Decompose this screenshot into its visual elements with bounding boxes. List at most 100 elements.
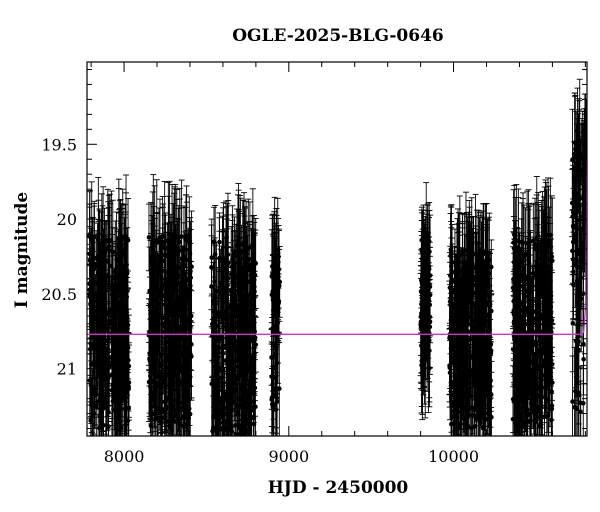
data-point [87, 234, 92, 239]
data-point [423, 269, 429, 274]
data-point [95, 345, 100, 351]
data-point [228, 302, 234, 307]
data-point [419, 362, 424, 368]
data-point [220, 351, 226, 356]
data-point [156, 260, 162, 266]
data-point [182, 374, 188, 379]
data-point [150, 247, 156, 253]
data-point [117, 360, 122, 366]
data-point [97, 350, 103, 355]
data-point [235, 320, 240, 326]
data-point [237, 432, 243, 436]
data-point [186, 341, 192, 346]
data-point [146, 235, 152, 240]
data-point [220, 256, 226, 262]
data-point [117, 272, 122, 277]
data-point [247, 416, 253, 422]
data-point [218, 280, 223, 286]
data-point [160, 329, 166, 335]
data-point [272, 255, 277, 261]
data-point [118, 242, 123, 247]
data-point [273, 323, 278, 329]
data-point [117, 417, 123, 423]
data-points-layer [87, 78, 587, 436]
data-point [98, 405, 104, 411]
data-point [105, 346, 111, 352]
data-point [179, 234, 184, 239]
data-point [151, 298, 156, 303]
data-point [187, 251, 193, 256]
data-point [100, 377, 106, 383]
data-point [419, 280, 425, 286]
data-point [241, 354, 247, 360]
data-point [162, 414, 168, 420]
data-point [147, 329, 152, 335]
data-point [164, 329, 169, 334]
data-point [90, 403, 95, 408]
chart-title: OGLE-2025-BLG-0646 [232, 26, 444, 46]
data-point [184, 278, 190, 283]
data-point [177, 239, 183, 245]
data-point [168, 374, 173, 380]
data-point [242, 422, 248, 428]
data-point [247, 245, 253, 250]
data-point [184, 411, 189, 416]
data-point [87, 346, 93, 352]
data-point [224, 270, 230, 275]
data-point [102, 288, 108, 293]
data-point [105, 272, 111, 278]
data-point [107, 307, 113, 313]
data-point [169, 273, 175, 279]
data-point [162, 240, 167, 245]
season-group [268, 196, 283, 436]
data-point [109, 372, 115, 377]
data-point [237, 310, 243, 316]
data-point [97, 425, 102, 431]
data-point [170, 415, 176, 420]
data-point [241, 239, 247, 245]
data-point [115, 414, 120, 419]
data-point [177, 324, 183, 330]
data-point [123, 246, 129, 252]
data-point [426, 274, 431, 279]
data-point [184, 398, 190, 404]
data-point [109, 286, 115, 291]
data-point [422, 353, 428, 359]
data-point [96, 253, 101, 259]
data-point [178, 381, 184, 387]
data-point [90, 285, 95, 290]
season-group [208, 182, 259, 436]
data-point [226, 336, 231, 342]
data-point [222, 275, 228, 280]
data-point [122, 358, 128, 363]
data-point [150, 397, 155, 402]
data-point [231, 390, 237, 395]
data-point [242, 317, 247, 322]
data-point [217, 239, 222, 245]
data-point [237, 370, 242, 376]
data-point [188, 275, 193, 280]
data-point [102, 355, 108, 361]
data-point [270, 404, 276, 409]
data-point [228, 383, 234, 388]
data-point [158, 372, 164, 378]
data-point [229, 290, 235, 295]
data-point [216, 369, 221, 374]
data-point [252, 329, 257, 334]
data-point [222, 405, 227, 411]
data-point [166, 396, 171, 402]
data-point [270, 297, 276, 303]
data-point [104, 376, 110, 382]
data-point [176, 265, 181, 270]
data-point [274, 391, 279, 396]
data-point [123, 376, 128, 381]
data-point [216, 411, 221, 417]
data-point [148, 267, 153, 273]
data-point [237, 241, 243, 247]
data-point [209, 284, 214, 289]
data-point [185, 386, 190, 391]
data-point [97, 245, 103, 251]
data-point [153, 318, 159, 324]
data-point [171, 345, 177, 351]
